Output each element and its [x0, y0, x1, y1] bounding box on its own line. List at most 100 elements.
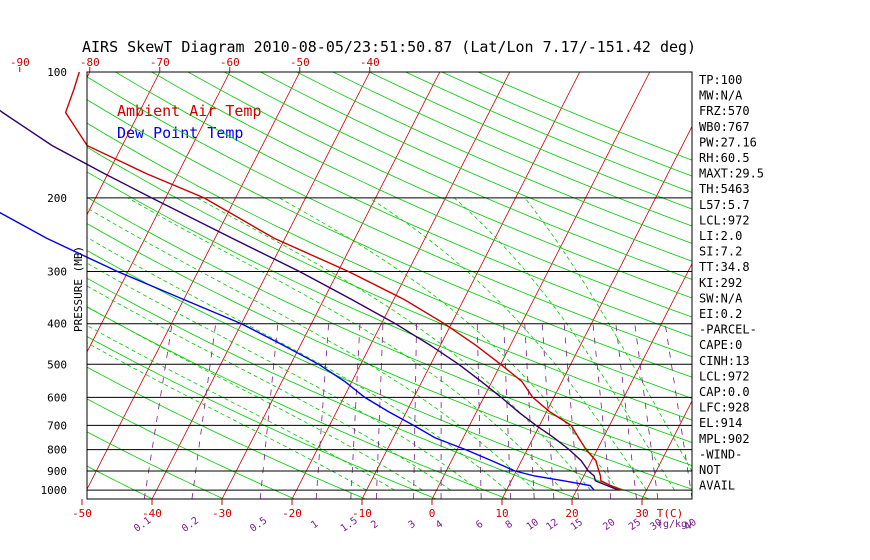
- dry-adiabat-line: [224, 72, 692, 280]
- stability-index-item: EI:0.2: [699, 307, 742, 321]
- mixing-ratio-line: [375, 323, 384, 499]
- dry-adiabat-line: [87, 146, 692, 421]
- pressure-tick-label: 800: [47, 444, 67, 457]
- isotherm-line: [361, 72, 581, 499]
- mixing-ratio-label: 4: [434, 519, 445, 531]
- dry-adiabat-line: [187, 72, 692, 299]
- stability-index-item: CAP:0.0: [699, 385, 750, 399]
- dry-adiabat-line: [87, 249, 650, 499]
- dry-adiabat-line: [87, 99, 692, 378]
- moist-adiabat-line: [87, 285, 451, 491]
- stability-index-item: LFC:928: [699, 401, 750, 415]
- moist-adiabat-line: [87, 236, 507, 491]
- dry-adiabat-line: [87, 431, 224, 499]
- mixing-ratio-label: 2: [369, 519, 380, 531]
- pressure-tick-label: 300: [47, 266, 67, 279]
- dry-adiabat-line: [405, 72, 692, 193]
- stability-index-item: LI:2.0: [699, 229, 742, 243]
- dry-adiabat-line: [477, 72, 692, 161]
- legend-ambient-air-temp: Ambient Air Temp: [117, 102, 262, 120]
- mixing-ratio-label: 1: [309, 519, 320, 531]
- stability-index-item: CINH:13: [699, 354, 750, 368]
- isotherm-line: [571, 262, 692, 499]
- isotherm-line: [87, 72, 231, 353]
- mixing-ratio-label: 12: [544, 517, 560, 533]
- isotherm-line: [151, 72, 371, 499]
- moist-adiabat-line: [524, 197, 692, 473]
- mixing-ratio-line: [476, 323, 482, 499]
- mixing-ratio-line: [664, 323, 692, 499]
- pressure-tick-label: 900: [47, 465, 67, 478]
- stability-index-item: TH:5463: [699, 182, 750, 196]
- bottom-temp-tick-label: -30: [212, 507, 232, 520]
- mixing-ratio-line: [503, 323, 512, 499]
- mixing-ratio-unit-label: (g/kg): [657, 519, 693, 530]
- stability-index-item: KI:292: [699, 276, 742, 290]
- top-temp-tick-label: -80: [80, 56, 100, 69]
- mixing-ratio-line: [350, 323, 361, 499]
- bottom-temp-tick-label: 0: [429, 507, 436, 520]
- plot-frame: [86, 71, 693, 500]
- stability-index-item: WB0:767: [699, 120, 750, 134]
- stability-index-item: AVAIL: [699, 479, 735, 493]
- dry-adiabat-line: [87, 336, 437, 499]
- dry-adiabat-line: [296, 72, 692, 244]
- temperature-unit-label: T(C): [657, 507, 684, 520]
- pressure-tick-label: 700: [47, 419, 67, 432]
- mixing-ratio-line: [524, 323, 535, 499]
- moist-adiabat-line: [87, 207, 535, 491]
- moist-adiabat-line: [279, 197, 619, 491]
- dry-adiabat-line: [260, 72, 692, 262]
- dry-adiabat-line: [87, 171, 692, 443]
- pressure-tick-label: 100: [47, 66, 67, 79]
- bottom-temp-tick-label: -40: [142, 507, 162, 520]
- stability-index-item: LCL:972: [699, 213, 750, 227]
- dry-adiabat-line: [115, 72, 692, 338]
- stability-index-item: FRZ:570: [699, 104, 750, 118]
- bottom-temp-tick-label: -50: [72, 507, 92, 520]
- bottom-temp-tick-label: -20: [282, 507, 302, 520]
- top-temp-tick-label: -60: [220, 56, 240, 69]
- mixing-ratio-line: [615, 323, 637, 499]
- dry-adiabat-line: [87, 366, 366, 499]
- stability-index-item: CAPE:0: [699, 338, 742, 352]
- pressure-tick-label: 400: [47, 318, 67, 331]
- stability-index-item: RH:60.5: [699, 151, 750, 165]
- isotherm-line: [0, 72, 20, 499]
- stability-index-item: MW:N/A: [699, 89, 743, 103]
- dry-adiabat-line: [87, 277, 579, 499]
- chart-title: AIRS SkewT Diagram 2010-08-05/23:51:50.8…: [82, 38, 696, 56]
- bottom-temp-tick-label: 30: [635, 507, 648, 520]
- clipped-grid: [0, 72, 870, 499]
- bottom-temp-tick-label: -10: [352, 507, 372, 520]
- stability-index-item: MAXT:29.5: [699, 167, 764, 181]
- mixing-ratio-label: 20: [601, 517, 617, 533]
- isotherm-line: [641, 400, 692, 499]
- isotherm-line: [501, 125, 692, 499]
- isotherm-line: [291, 72, 511, 499]
- mixing-ratio-line: [592, 323, 612, 499]
- dry-adiabat-line: [87, 398, 295, 499]
- parcel-profile-line: [0, 109, 619, 491]
- dry-adiabat-line: [0, 72, 82, 499]
- dry-adiabat-line: [87, 465, 153, 499]
- isotherm-line: [852, 72, 870, 499]
- moist-adiabat-line: [87, 306, 423, 491]
- chart-grid: [0, 72, 870, 499]
- moist-adiabat-line: [87, 324, 395, 491]
- mixing-ratio-line: [563, 323, 579, 499]
- pressure-tick-label: 600: [47, 391, 67, 404]
- dry-adiabat-line: [87, 122, 692, 399]
- bottom-temp-tick-label: 20: [565, 507, 578, 520]
- dry-adiabat-line: [87, 196, 692, 466]
- dewpoint-profile-line: [0, 211, 595, 491]
- mixing-ratio-line: [315, 323, 329, 499]
- stability-index-item: SI:7.2: [699, 245, 742, 259]
- stability-index-item: L57:5.7: [699, 198, 750, 212]
- mixing-ratio-label: 8: [504, 519, 515, 531]
- stability-index-item: TP:100: [699, 73, 742, 87]
- moist-adiabat-line: [453, 197, 675, 491]
- mixing-ratio-label: 10: [525, 517, 541, 533]
- stability-index-item: TT:34.8: [699, 260, 750, 274]
